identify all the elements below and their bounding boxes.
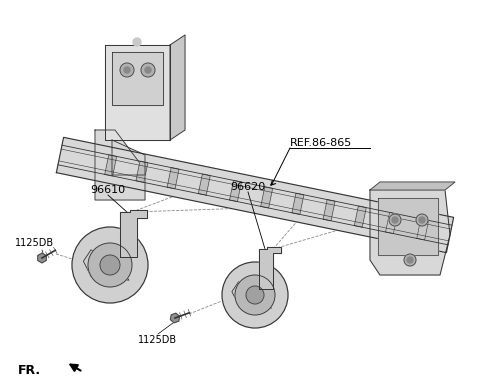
Polygon shape bbox=[259, 247, 281, 289]
Circle shape bbox=[246, 286, 264, 304]
Text: 1125DB: 1125DB bbox=[138, 335, 178, 345]
Circle shape bbox=[404, 254, 416, 266]
Polygon shape bbox=[323, 200, 335, 221]
Polygon shape bbox=[105, 155, 117, 176]
Text: 96620: 96620 bbox=[230, 182, 265, 192]
Circle shape bbox=[419, 217, 425, 223]
Circle shape bbox=[222, 262, 288, 328]
Circle shape bbox=[120, 63, 134, 77]
Polygon shape bbox=[261, 187, 273, 208]
Polygon shape bbox=[167, 168, 179, 189]
Circle shape bbox=[392, 217, 398, 223]
Polygon shape bbox=[84, 250, 129, 280]
Circle shape bbox=[100, 255, 120, 275]
Circle shape bbox=[141, 63, 155, 77]
Polygon shape bbox=[385, 212, 397, 234]
Circle shape bbox=[88, 243, 132, 287]
Circle shape bbox=[407, 257, 413, 263]
Polygon shape bbox=[417, 219, 429, 240]
Polygon shape bbox=[292, 193, 304, 214]
Polygon shape bbox=[229, 180, 241, 201]
Polygon shape bbox=[105, 45, 170, 140]
Polygon shape bbox=[56, 137, 454, 252]
Polygon shape bbox=[136, 161, 148, 182]
Circle shape bbox=[133, 38, 141, 46]
Circle shape bbox=[145, 67, 151, 73]
Polygon shape bbox=[170, 35, 185, 140]
Polygon shape bbox=[112, 52, 163, 105]
Polygon shape bbox=[170, 313, 180, 323]
Circle shape bbox=[72, 227, 148, 303]
Circle shape bbox=[416, 214, 428, 226]
Polygon shape bbox=[370, 190, 450, 275]
Text: FR.: FR. bbox=[18, 363, 41, 376]
Text: 1125DB: 1125DB bbox=[15, 238, 54, 248]
Polygon shape bbox=[38, 253, 46, 263]
Polygon shape bbox=[378, 198, 438, 255]
Polygon shape bbox=[112, 140, 145, 175]
Circle shape bbox=[124, 67, 130, 73]
Circle shape bbox=[389, 214, 401, 226]
Polygon shape bbox=[232, 282, 272, 308]
Polygon shape bbox=[198, 174, 210, 195]
Polygon shape bbox=[370, 182, 455, 190]
Circle shape bbox=[235, 275, 275, 315]
Polygon shape bbox=[354, 206, 366, 227]
Polygon shape bbox=[120, 210, 147, 257]
Polygon shape bbox=[95, 130, 145, 200]
Text: REF.86-865: REF.86-865 bbox=[290, 138, 352, 148]
Text: 96610: 96610 bbox=[90, 185, 126, 195]
